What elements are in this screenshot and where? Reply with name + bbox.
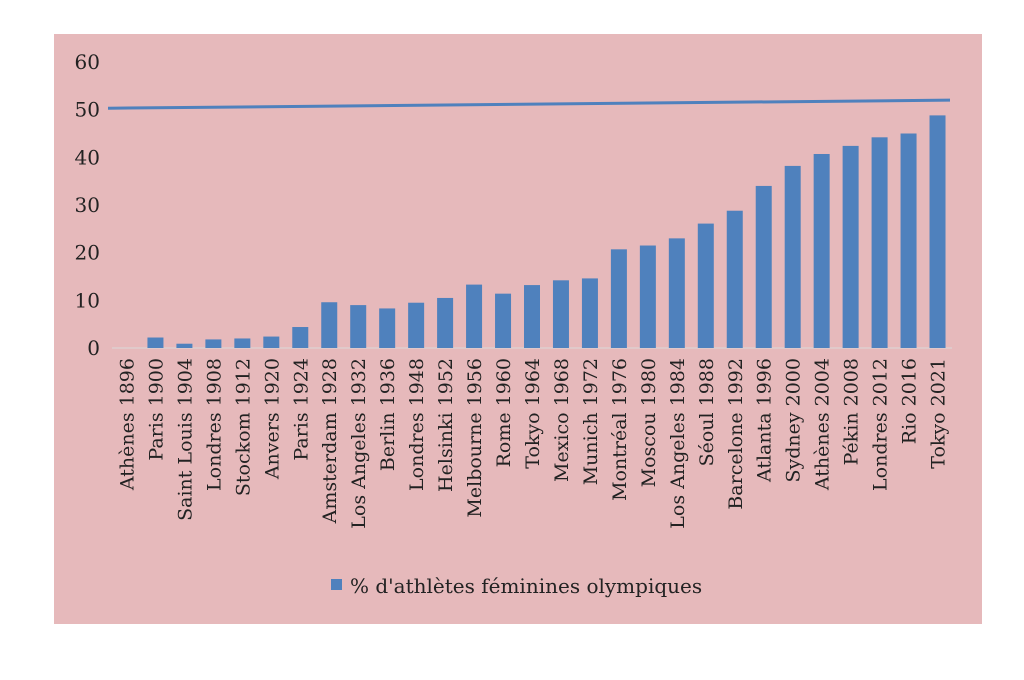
x-tick-label: Amsterdam 1928 (319, 358, 341, 524)
x-tick-label: Tokyo 1964 (522, 358, 544, 469)
x-tick-label: Sydney 2000 (783, 358, 805, 483)
reference-line (107, 98, 951, 110)
x-tick-label: Montréal 1976 (609, 358, 631, 501)
x-tick-label: Melbourne 1956 (464, 358, 486, 518)
bar (668, 238, 685, 348)
x-tick-label: Tokyo 2021 (928, 358, 950, 469)
bar (176, 343, 193, 348)
bar (350, 305, 367, 348)
x-tick-label: Berlin 1936 (377, 358, 399, 471)
x-tick-label: Rio 2016 (899, 358, 921, 444)
bar (929, 115, 946, 349)
x-tick-label: Anvers 1920 (261, 358, 283, 480)
y-tick-label: 10 (75, 288, 100, 312)
x-tick-label: Londres 2012 (870, 358, 892, 491)
bar (147, 337, 164, 348)
bar (610, 249, 627, 348)
bar (234, 338, 251, 348)
x-tick-label: Séoul 1988 (696, 358, 718, 466)
bar (524, 285, 540, 348)
bar (842, 145, 859, 348)
x-tick-label: Moscou 1980 (638, 358, 660, 487)
x-tick-label: Los Angeles 1984 (667, 358, 689, 529)
bar (697, 223, 714, 348)
y-tick-label: 40 (75, 145, 100, 169)
x-tick-label: Paris 1924 (290, 358, 312, 461)
x-tick-label: Munich 1972 (580, 358, 602, 485)
x-tick-label: Londres 1908 (203, 358, 225, 491)
bar (871, 137, 888, 348)
x-tick-label: Pékin 2008 (841, 358, 863, 465)
x-axis-tick-labels: Athènes 1896 Paris 1900 Saint Louis 1904 Lo… (116, 358, 949, 529)
bar (495, 293, 512, 348)
bar (292, 327, 309, 348)
bar (466, 284, 483, 348)
bar (552, 280, 569, 348)
bar (581, 278, 598, 348)
bar (900, 133, 917, 348)
bar (408, 302, 425, 348)
bar (726, 210, 743, 348)
legend-label: % d'athlètes féminines olympiques (350, 574, 702, 598)
legend-swatch (331, 579, 342, 590)
x-tick-label: Rome 1960 (493, 358, 515, 467)
x-tick-label: Mexico 1968 (551, 358, 573, 482)
x-tick-label: Saint Louis 1904 (174, 358, 196, 521)
x-tick-label: Barcelone 1992 (725, 358, 747, 510)
bar (205, 339, 222, 348)
bar (755, 185, 772, 348)
y-tick-label: 0 (87, 336, 100, 360)
bar-series (147, 115, 946, 349)
x-tick-label: Londres 1948 (406, 358, 428, 491)
bar (437, 297, 454, 348)
bar (639, 245, 656, 348)
legend: % d'athlètes féminines olympiques (331, 574, 702, 598)
bar (263, 336, 280, 348)
y-axis-tick-labels: 0 10 20 30 40 50 60 (75, 50, 100, 360)
x-tick-label: Athènes 2004 (812, 358, 834, 491)
bar (321, 302, 338, 348)
x-tick-label: Stockom 1912 (232, 358, 254, 496)
x-tick-label: Paris 1900 (145, 358, 167, 461)
x-tick-label: Athènes 1896 (116, 358, 138, 491)
x-tick-label: Los Angeles 1932 (348, 358, 370, 529)
y-tick-label: 50 (75, 98, 100, 122)
x-tick-label: Atlanta 1996 (754, 358, 776, 483)
bar (784, 165, 801, 348)
x-tick-label: Helsinki 1952 (435, 358, 457, 492)
y-tick-label: 60 (75, 50, 100, 74)
y-tick-label: 30 (75, 193, 100, 217)
bar (813, 153, 830, 348)
y-tick-label: 20 (75, 241, 100, 265)
bar (379, 308, 396, 348)
